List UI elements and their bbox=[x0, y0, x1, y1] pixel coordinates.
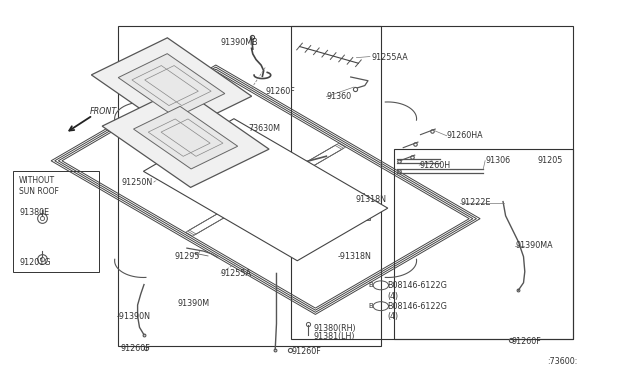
Text: 91380(RH): 91380(RH) bbox=[314, 324, 356, 333]
Text: 91255AA: 91255AA bbox=[371, 53, 408, 62]
Text: 91260F: 91260F bbox=[266, 87, 295, 96]
Text: :73600:: :73600: bbox=[547, 357, 577, 366]
Text: 91295: 91295 bbox=[174, 252, 200, 261]
Polygon shape bbox=[118, 54, 225, 118]
Text: FRONT: FRONT bbox=[90, 107, 117, 116]
Text: 91390MB: 91390MB bbox=[221, 38, 259, 47]
Polygon shape bbox=[92, 38, 252, 133]
Text: 91380E: 91380E bbox=[19, 208, 49, 217]
Text: B08146-6122G
(4): B08146-6122G (4) bbox=[387, 281, 447, 301]
Polygon shape bbox=[134, 106, 237, 169]
Text: 91390MA: 91390MA bbox=[515, 241, 553, 250]
Text: 91201G: 91201G bbox=[19, 258, 51, 267]
Text: -91318N: -91318N bbox=[338, 252, 372, 261]
Text: 91381(LH): 91381(LH) bbox=[314, 332, 355, 341]
Polygon shape bbox=[143, 119, 388, 261]
Text: 91222E: 91222E bbox=[461, 198, 492, 207]
Text: WITHOUT
SUN ROOF: WITHOUT SUN ROOF bbox=[19, 176, 59, 196]
Text: 91250N: 91250N bbox=[122, 178, 153, 187]
Text: 91260H: 91260H bbox=[419, 161, 451, 170]
Text: 91318N: 91318N bbox=[355, 195, 386, 203]
Text: 91260F: 91260F bbox=[120, 344, 150, 353]
Text: B: B bbox=[369, 282, 373, 288]
Text: 73630M: 73630M bbox=[248, 124, 280, 133]
Text: 91210: 91210 bbox=[172, 62, 196, 71]
Text: B: B bbox=[369, 303, 373, 309]
Text: 91205: 91205 bbox=[538, 156, 563, 165]
Text: -91390N: -91390N bbox=[116, 312, 150, 321]
Text: 91255A: 91255A bbox=[221, 269, 252, 278]
Text: 91260F: 91260F bbox=[512, 337, 541, 346]
Text: 91260HA: 91260HA bbox=[447, 131, 483, 140]
Text: 91306: 91306 bbox=[485, 156, 510, 165]
Text: 91390M: 91390M bbox=[178, 299, 210, 308]
Text: 91360: 91360 bbox=[326, 92, 351, 101]
Text: B08146-6122G
(4): B08146-6122G (4) bbox=[387, 302, 447, 321]
Polygon shape bbox=[102, 88, 269, 187]
Text: 91260F: 91260F bbox=[291, 347, 321, 356]
